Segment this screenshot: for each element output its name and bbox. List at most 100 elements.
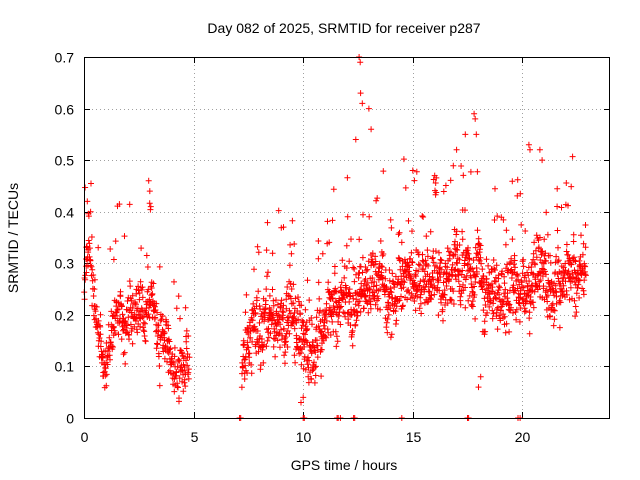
data-point (313, 363, 319, 370)
data-point (440, 279, 447, 286)
data-point (175, 293, 182, 300)
data-point (453, 228, 460, 235)
data-point (491, 217, 498, 223)
data-point (300, 394, 307, 401)
data-point (265, 325, 272, 332)
data-point (571, 279, 578, 286)
data-point (413, 168, 420, 175)
data-point (85, 237, 92, 244)
data-point (143, 252, 150, 259)
data-point (107, 246, 114, 252)
data-point (530, 299, 537, 306)
data-point (570, 231, 577, 238)
data-point (359, 254, 366, 261)
data-point (107, 356, 113, 363)
data-point (387, 285, 394, 292)
data-point (429, 254, 436, 261)
data-point (335, 313, 342, 319)
data-point (118, 303, 125, 310)
data-point (173, 369, 180, 376)
data-point (153, 327, 160, 334)
data-point (398, 239, 405, 246)
data-point (90, 293, 97, 299)
data-point (431, 291, 438, 298)
data-point (267, 330, 274, 337)
data-point (274, 337, 281, 344)
data-point (287, 280, 294, 287)
data-point (243, 291, 250, 298)
data-point (290, 281, 297, 288)
data-point (171, 353, 178, 360)
data-point (427, 295, 434, 302)
data-point (415, 268, 422, 275)
data-point (467, 168, 474, 175)
data-point (486, 303, 493, 310)
data-point (288, 250, 295, 257)
data-point (517, 287, 524, 294)
data-point (493, 295, 500, 302)
data-point (286, 262, 293, 269)
data-point (159, 313, 166, 320)
data-point (116, 201, 123, 208)
data-point (248, 361, 255, 368)
data-point (449, 272, 456, 279)
data-point (177, 315, 183, 322)
data-point (97, 343, 104, 350)
data-point (501, 313, 508, 320)
data-point (295, 298, 302, 305)
data-point (318, 346, 325, 353)
data-point (318, 328, 325, 335)
data-point (477, 254, 484, 261)
data-point (247, 334, 254, 341)
data-point (552, 288, 559, 295)
data-point (175, 356, 182, 363)
data-point (444, 300, 451, 307)
data-point (289, 217, 296, 224)
y-tick-label: 0.2 (55, 308, 75, 324)
data-point (522, 308, 529, 314)
data-point (241, 376, 248, 382)
data-point (438, 257, 445, 264)
data-point (515, 276, 522, 283)
data-point (140, 319, 147, 326)
data-point (481, 295, 488, 302)
data-point (502, 241, 509, 248)
data-point (462, 284, 469, 291)
data-point (574, 271, 581, 278)
data-point (315, 279, 322, 286)
data-point (92, 308, 99, 315)
data-point (354, 312, 361, 319)
data-point (153, 300, 160, 307)
data-point (280, 302, 287, 309)
data-point (416, 305, 423, 312)
data-point (186, 354, 193, 361)
data-point (389, 270, 396, 277)
data-point (148, 285, 155, 291)
data-point (473, 131, 480, 138)
data-point (311, 359, 317, 366)
data-point (242, 353, 249, 360)
data-point (462, 131, 469, 138)
data-point (119, 311, 126, 318)
data-point (398, 293, 404, 300)
data-point (97, 331, 104, 338)
data-point (264, 337, 271, 344)
data-point (263, 343, 270, 350)
data-point (283, 296, 290, 303)
data-point (384, 329, 391, 336)
data-point (570, 274, 577, 280)
data-point (316, 310, 323, 316)
data-point (304, 277, 311, 284)
data-point (496, 283, 502, 290)
data-point (323, 334, 330, 341)
data-point (563, 291, 570, 298)
data-point (406, 264, 413, 271)
data-point (176, 395, 182, 402)
data-point (349, 331, 355, 338)
data-point (400, 278, 406, 285)
data-point (582, 263, 589, 270)
data-point (416, 262, 423, 269)
data-point (308, 376, 315, 383)
data-point (103, 382, 110, 389)
data-point (95, 317, 102, 324)
